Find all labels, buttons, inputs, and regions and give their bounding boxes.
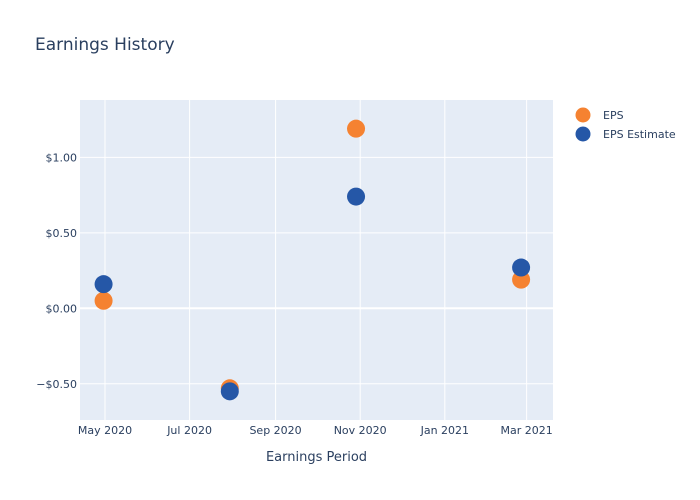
y-tick-label: −$0.50: [36, 378, 77, 391]
legend: EPS EPS Estimate: [575, 107, 676, 142]
plot-area: [80, 100, 553, 420]
y-tick-labels: −$0.50 $0.00 $0.50 $1.00: [36, 151, 77, 390]
y-tick-label: $0.00: [46, 302, 78, 315]
legend-marker: [575, 126, 591, 142]
x-tick-label: Nov 2020: [334, 424, 387, 437]
x-axis-title: Earnings Period: [266, 450, 367, 465]
x-tick-label: Jan 2021: [420, 424, 469, 437]
x-tick-label: Jul 2020: [166, 424, 212, 437]
data-point-eps[interactable]: [94, 291, 113, 310]
legend-marker: [575, 107, 591, 123]
legend-label[interactable]: EPS Estimate: [603, 128, 676, 141]
data-point-eps-estimate[interactable]: [94, 275, 113, 294]
x-tick-labels: May 2020 Jul 2020 Sep 2020 Nov 2020 Jan 2021…: [78, 424, 553, 437]
data-point-eps-estimate[interactable]: [512, 258, 531, 277]
x-tick-label: May 2020: [78, 424, 132, 437]
x-tick-label: Mar 2021: [501, 424, 553, 437]
data-point-eps-estimate[interactable]: [220, 382, 239, 401]
chart-title: Earnings History: [35, 35, 175, 55]
data-points: [94, 119, 531, 401]
y-tick-label: $1.00: [46, 151, 78, 164]
y-gridlines: [80, 156, 553, 385]
x-tick-label: Sep 2020: [249, 424, 301, 437]
data-point-eps-estimate[interactable]: [347, 187, 366, 206]
x-gridlines: [104, 100, 528, 420]
legend-label[interactable]: EPS: [603, 109, 624, 122]
data-point-eps[interactable]: [347, 119, 366, 138]
y-tick-label: $0.50: [46, 227, 78, 240]
